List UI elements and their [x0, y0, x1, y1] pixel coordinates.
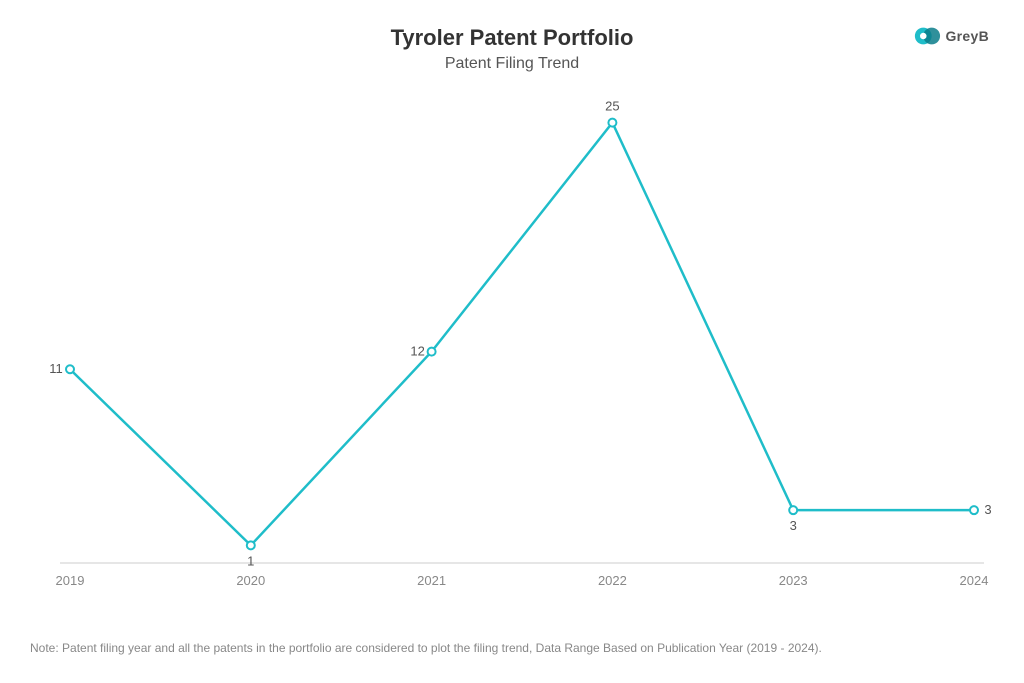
data-label: 1 [247, 553, 254, 568]
data-label: 11 [49, 361, 63, 376]
x-axis-label: 2021 [417, 573, 446, 588]
x-axis-label: 2022 [598, 573, 627, 588]
trend-line [70, 123, 974, 546]
data-marker [247, 541, 255, 549]
x-axis-label: 2024 [960, 573, 989, 588]
data-label: 3 [984, 502, 991, 517]
chart-container: GreyB Tyroler Patent Portfolio Patent Fi… [0, 0, 1024, 683]
chart-area: 112019120201220212520223202332024 [60, 95, 984, 593]
chart-subtitle: Patent Filing Trend [30, 55, 994, 73]
chart-title: Tyroler Patent Portfolio [30, 25, 994, 51]
data-label: 25 [605, 99, 619, 114]
x-axis-label: 2023 [779, 573, 808, 588]
logo-text: GreyB [945, 28, 989, 44]
greyb-logo-icon [913, 22, 941, 50]
data-label: 12 [410, 344, 424, 359]
data-marker [608, 119, 616, 127]
x-axis-label: 2020 [236, 573, 265, 588]
chart-footnote: Note: Patent filing year and all the pat… [30, 641, 822, 655]
data-marker [789, 506, 797, 514]
x-axis-label: 2019 [56, 573, 85, 588]
data-marker [66, 365, 74, 373]
data-marker [428, 348, 436, 356]
data-label: 3 [790, 518, 797, 533]
logo: GreyB [913, 22, 989, 50]
data-marker [970, 506, 978, 514]
line-chart: 112019120201220212520223202332024 [60, 95, 984, 593]
